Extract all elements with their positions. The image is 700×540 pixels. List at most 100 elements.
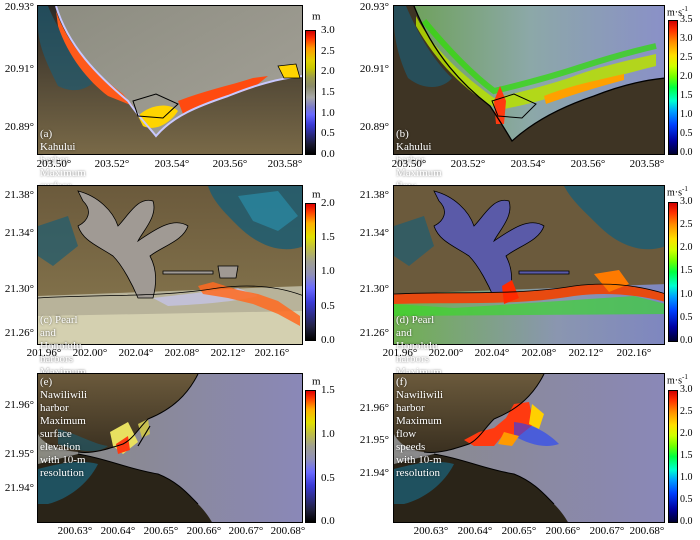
y-tick: 21.34°	[4, 227, 34, 239]
colorbar-tick: 2.0	[680, 71, 693, 82]
x-tick: 203.50°	[36, 158, 72, 170]
colorbar-tick: 2.0	[321, 197, 335, 209]
colorbar-tick: 0.0	[680, 335, 693, 346]
x-tick: 200.64°	[100, 525, 136, 537]
colorbar-tick: 0.0	[321, 148, 335, 160]
colorbar-tick: 1.5	[680, 90, 693, 101]
caption-title: (b) Kahului harbor	[396, 128, 432, 166]
y-tick: 21.96°	[4, 399, 34, 411]
y-tick: 20.93°	[4, 1, 34, 13]
colorbar-tick: 1.0	[680, 289, 693, 300]
colorbar-tick: 2.0	[680, 242, 693, 253]
caption-subtitle: Maximum surface elevation with 10-m reso…	[40, 415, 86, 479]
x-tick: 202.04°	[474, 347, 510, 359]
x-tick: 200.65°	[143, 525, 179, 537]
colorbar-tick: 1.5	[321, 231, 335, 243]
colorbar	[668, 20, 678, 155]
x-tick: 202.00°	[428, 347, 464, 359]
colorbar	[305, 390, 316, 523]
colorbar-tick: 1.0	[321, 265, 335, 277]
y-tick: 20.89°	[359, 121, 389, 133]
colorbar-tick: 0.5	[680, 312, 693, 323]
y-tick: 21.26°	[4, 327, 34, 339]
y-tick: 21.94°	[359, 467, 389, 479]
colorbar	[668, 390, 678, 523]
colorbar-unit: m	[312, 188, 321, 201]
colorbar-unit: m	[312, 10, 321, 23]
colorbar-unit: m·s-1	[667, 5, 688, 19]
colorbar	[305, 203, 316, 341]
map-graphic	[394, 186, 664, 344]
colorbar-tick: 1.0	[321, 107, 335, 119]
y-tick: 21.30°	[4, 283, 34, 295]
colorbar-tick: 1.0	[680, 472, 693, 483]
colorbar-tick: 0.5	[680, 128, 693, 139]
y-tick: 21.38°	[4, 189, 34, 201]
x-tick: 200.68°	[629, 525, 665, 537]
colorbar	[668, 202, 678, 342]
map-nawiliwili-speed	[393, 373, 665, 523]
colorbar-tick: 0.5	[321, 300, 335, 312]
colorbar-tick: 3.0	[680, 196, 693, 207]
colorbar-tick: 2.0	[680, 428, 693, 439]
caption-title: (d) Pearl and Honolulu harbors	[396, 314, 438, 365]
y-tick: 20.91°	[359, 63, 389, 75]
colorbar-tick: 0.5	[321, 472, 335, 484]
map-kahului-speed	[393, 5, 665, 155]
colorbar-unit: m·s-1	[667, 373, 688, 387]
colorbar-unit: m	[312, 375, 321, 388]
y-tick: 20.89°	[4, 121, 34, 133]
x-tick: 202.12°	[568, 347, 604, 359]
x-tick: 203.50°	[391, 158, 427, 170]
map-pearl-honolulu-speed	[393, 185, 665, 345]
x-tick: 202.16°	[254, 347, 290, 359]
x-tick: 202.08°	[521, 347, 557, 359]
x-tick: 203.58°	[629, 158, 665, 170]
y-tick: 21.95°	[4, 448, 34, 460]
x-tick: 200.64°	[457, 525, 493, 537]
map-kahului-elevation	[37, 5, 303, 155]
colorbar-tick: 3.0	[680, 384, 693, 395]
colorbar-tick: 1.5	[321, 384, 335, 396]
colorbar-tick: 0.5	[321, 127, 335, 139]
colorbar-tick: 1.5	[321, 86, 335, 98]
x-tick: 203.52°	[450, 158, 486, 170]
x-tick: 202.08°	[164, 347, 200, 359]
x-tick: 200.68°	[270, 525, 306, 537]
y-tick: 21.94°	[4, 482, 34, 494]
x-tick: 202.04°	[118, 347, 154, 359]
colorbar-tick: 2.5	[321, 45, 335, 57]
caption-title: (f) Nawiliwili harbor	[396, 376, 444, 414]
x-tick: 200.66°	[186, 525, 222, 537]
x-tick: 200.66°	[545, 525, 581, 537]
colorbar-tick: 1.0	[321, 428, 335, 440]
y-tick: 21.95°	[359, 434, 389, 446]
map-pearl-honolulu-elevation	[37, 185, 303, 345]
y-tick: 21.38°	[359, 189, 389, 201]
x-tick: 201.96°	[26, 347, 62, 359]
map-graphic	[38, 186, 302, 344]
colorbar-tick: 0.5	[680, 494, 693, 505]
colorbar-tick: 1.5	[680, 265, 693, 276]
colorbar-tick: 1.0	[680, 109, 693, 120]
colorbar-tick: 2.5	[680, 406, 693, 417]
x-tick: 203.54°	[510, 158, 546, 170]
x-tick: 203.58°	[267, 158, 303, 170]
x-tick: 203.54°	[154, 158, 190, 170]
colorbar-tick: 2.0	[321, 65, 335, 77]
x-tick: 200.65°	[501, 525, 537, 537]
x-tick: 203.56°	[212, 158, 248, 170]
y-tick: 21.96°	[359, 402, 389, 414]
caption-title: (c) Pearl and Honolulu harbors	[40, 314, 82, 365]
x-tick: 203.56°	[570, 158, 606, 170]
y-tick: 21.30°	[359, 283, 389, 295]
colorbar-tick: 0.0	[680, 516, 693, 527]
x-tick: 202.12°	[210, 347, 246, 359]
colorbar-tick: 0.0	[321, 515, 335, 527]
x-tick: 200.67°	[589, 525, 625, 537]
map-graphic	[38, 374, 302, 522]
colorbar-tick: 3.0	[680, 33, 693, 44]
caption-subtitle: Maximum flow speeds with 10-m resolution	[396, 415, 442, 479]
colorbar-tick: 1.5	[680, 450, 693, 461]
caption-title: (e) Nawiliwili harbor	[40, 376, 88, 414]
